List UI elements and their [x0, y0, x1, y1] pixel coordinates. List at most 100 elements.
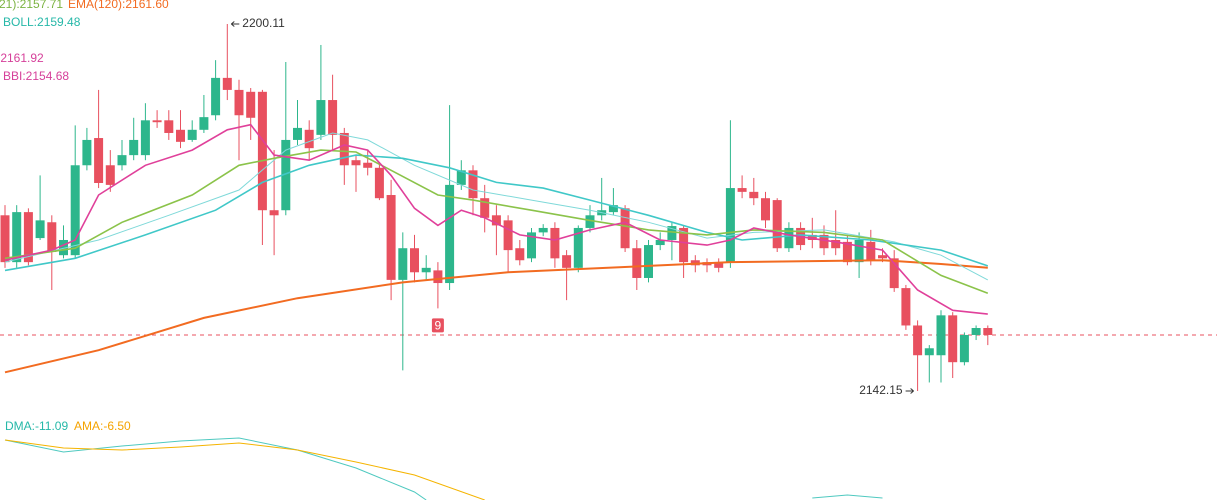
candle-body: [35, 220, 45, 239]
candle-body: [608, 205, 618, 213]
candle-body: [936, 315, 946, 356]
candle-body: [0, 215, 10, 263]
indicator-line: [812, 494, 883, 499]
candle-body: [737, 188, 747, 192]
candle-body: [398, 248, 408, 280]
marker-label: 9: [435, 319, 442, 333]
indicator-label: BBI:2154.68: [3, 69, 69, 83]
candle-body: [538, 227, 548, 233]
candle-body: [363, 162, 373, 168]
candle-body: [234, 89, 244, 116]
arrow: [905, 388, 914, 394]
candle-body: [82, 139, 92, 166]
candle-body: [480, 198, 490, 218]
indicator-line: [4, 439, 485, 500]
candle-body: [725, 188, 735, 263]
candle-body: [328, 100, 338, 135]
high-label: 2200.11: [242, 16, 285, 30]
candle-body: [117, 155, 127, 166]
candle-body: [854, 239, 864, 263]
candle-body: [913, 325, 923, 356]
candle-body: [339, 132, 349, 166]
candle-body: [351, 160, 361, 166]
candle-body: [924, 348, 934, 356]
candle-body: [550, 227, 560, 259]
candle-body: [140, 120, 150, 156]
candle-body: [105, 165, 115, 185]
indicator-line: [4, 123, 988, 315]
candle-body: [491, 215, 501, 226]
indicator-line: [4, 259, 988, 374]
candle-body: [971, 328, 981, 335]
candle-body: [573, 227, 583, 268]
candle-body: [784, 227, 794, 249]
indicator-label: 21):2157.71: [0, 0, 63, 11]
candle-body: [655, 239, 665, 246]
candle-body: [281, 139, 291, 211]
indicator-line: [4, 149, 989, 294]
candle-body: [199, 117, 209, 130]
candle-body: [515, 248, 525, 261]
candle-body: [222, 77, 232, 90]
indicator-label: :2161.92: [0, 51, 44, 65]
candle-body: [761, 198, 770, 221]
candle-body: [807, 234, 817, 240]
candle-body: [246, 91, 256, 118]
candle-body: [468, 170, 478, 199]
candle-body: [948, 315, 958, 363]
candle-body: [129, 139, 139, 156]
candle-body: [889, 258, 899, 289]
candle-body: [421, 267, 431, 273]
candle-body: [59, 239, 68, 256]
indicator-line: [4, 132, 989, 281]
candle-body: [527, 232, 536, 259]
candle-body: [445, 184, 455, 284]
candle-body: [714, 262, 724, 268]
candle-body: [386, 195, 396, 280]
candle-body: [983, 328, 993, 335]
candle-body: [772, 200, 782, 249]
indicator-line: [4, 437, 427, 500]
candle-body: [176, 129, 185, 142]
candle-body: [304, 129, 314, 149]
candle-body: [23, 212, 33, 263]
candle-body: [164, 120, 174, 133]
candle-body: [503, 220, 513, 251]
candle-body: [410, 248, 419, 273]
candle-body: [187, 129, 197, 140]
candle-body: [749, 191, 759, 199]
candle-body: [866, 241, 876, 261]
candle-body: [959, 334, 969, 363]
candle-body: [316, 100, 326, 135]
candle-body: [901, 288, 911, 326]
candle-body: [94, 138, 104, 183]
candle-body: [456, 170, 466, 185]
candle-body: [562, 255, 572, 268]
candle-body: [257, 91, 267, 211]
candle-body: [842, 241, 852, 263]
price-panel: 2200.11 2142.15 9: [0, 16, 1217, 397]
candle-body: [620, 208, 630, 249]
indicator-label: AMA:-6.50: [74, 419, 131, 433]
candle-body: [667, 226, 677, 240]
indicator-label: DMA:-11.09: [5, 419, 68, 433]
low-label: 2142.15: [859, 383, 903, 397]
labels: 21):2157.71 EMA(120):2161.60 BOLL:2159.48:…: [0, 0, 169, 433]
indicator-label: EMA(120):2161.60: [68, 0, 169, 11]
candle-body: [644, 245, 653, 278]
candle-body: [152, 120, 162, 123]
candle-body: [679, 227, 689, 263]
candle-body: [12, 212, 22, 263]
marker: [431, 318, 444, 333]
candle-body: [47, 222, 57, 253]
indicator-label: BOLL:2159.48: [3, 15, 81, 29]
candle-body: [70, 165, 80, 256]
arrow: [230, 21, 240, 27]
candle-body: [831, 239, 841, 249]
candle-body: [878, 255, 887, 259]
candle-body: [269, 210, 279, 216]
candle-body: [433, 270, 443, 284]
candle-body: [293, 127, 302, 140]
